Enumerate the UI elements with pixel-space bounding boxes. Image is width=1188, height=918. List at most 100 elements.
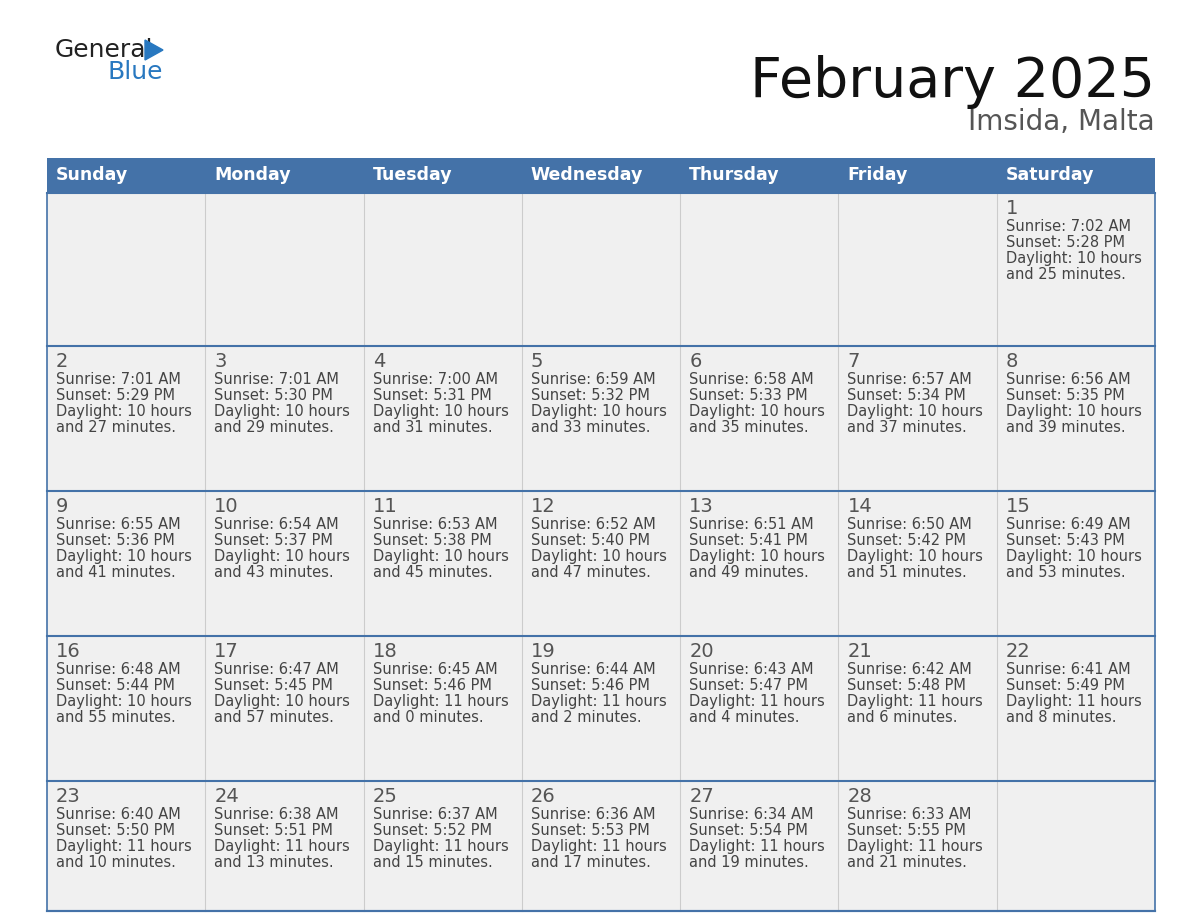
- Text: Sunset: 5:55 PM: Sunset: 5:55 PM: [847, 823, 966, 838]
- Text: Daylight: 11 hours: Daylight: 11 hours: [689, 694, 824, 709]
- Text: Sunrise: 6:50 AM: Sunrise: 6:50 AM: [847, 517, 972, 532]
- Text: and 25 minutes.: and 25 minutes.: [1006, 267, 1125, 282]
- Text: Sunset: 5:41 PM: Sunset: 5:41 PM: [689, 533, 808, 548]
- Text: Saturday: Saturday: [1006, 166, 1094, 185]
- Bar: [997, 158, 1155, 193]
- Text: Wednesday: Wednesday: [531, 166, 643, 185]
- Text: and 17 minutes.: and 17 minutes.: [531, 855, 651, 870]
- Text: Sunset: 5:47 PM: Sunset: 5:47 PM: [689, 678, 808, 693]
- Bar: [48, 636, 1155, 781]
- Text: Daylight: 10 hours: Daylight: 10 hours: [214, 694, 350, 709]
- Text: and 15 minutes.: and 15 minutes.: [373, 855, 492, 870]
- Text: Sunrise: 6:57 AM: Sunrise: 6:57 AM: [847, 372, 972, 387]
- Text: 2: 2: [56, 352, 69, 371]
- Text: Sunset: 5:37 PM: Sunset: 5:37 PM: [214, 533, 333, 548]
- Text: Sunrise: 7:01 AM: Sunrise: 7:01 AM: [56, 372, 181, 387]
- Text: Monday: Monday: [214, 166, 291, 185]
- Text: Sunrise: 6:45 AM: Sunrise: 6:45 AM: [373, 662, 498, 677]
- Text: Sunset: 5:35 PM: Sunset: 5:35 PM: [1006, 388, 1125, 403]
- Text: and 10 minutes.: and 10 minutes.: [56, 855, 176, 870]
- Text: 20: 20: [689, 642, 714, 661]
- Bar: [364, 158, 522, 193]
- Text: and 19 minutes.: and 19 minutes.: [689, 855, 809, 870]
- Bar: [48, 346, 1155, 491]
- Text: 22: 22: [1006, 642, 1030, 661]
- Text: 4: 4: [373, 352, 385, 371]
- Text: Sunset: 5:30 PM: Sunset: 5:30 PM: [214, 388, 333, 403]
- Text: Daylight: 10 hours: Daylight: 10 hours: [214, 404, 350, 419]
- Text: and 13 minutes.: and 13 minutes.: [214, 855, 334, 870]
- Text: and 0 minutes.: and 0 minutes.: [373, 710, 484, 725]
- Text: Sunset: 5:49 PM: Sunset: 5:49 PM: [1006, 678, 1125, 693]
- Text: Daylight: 10 hours: Daylight: 10 hours: [847, 404, 984, 419]
- Text: 9: 9: [56, 497, 69, 516]
- Text: 26: 26: [531, 787, 556, 806]
- Text: Sunrise: 7:02 AM: Sunrise: 7:02 AM: [1006, 219, 1131, 234]
- Text: Daylight: 11 hours: Daylight: 11 hours: [531, 839, 666, 854]
- Text: Sunset: 5:31 PM: Sunset: 5:31 PM: [373, 388, 492, 403]
- Text: Sunrise: 6:53 AM: Sunrise: 6:53 AM: [373, 517, 497, 532]
- Text: February 2025: February 2025: [750, 55, 1155, 109]
- Text: Sunset: 5:44 PM: Sunset: 5:44 PM: [56, 678, 175, 693]
- Text: Sunrise: 6:51 AM: Sunrise: 6:51 AM: [689, 517, 814, 532]
- Text: and 53 minutes.: and 53 minutes.: [1006, 565, 1125, 580]
- Text: Sunday: Sunday: [56, 166, 128, 185]
- Text: Sunrise: 6:36 AM: Sunrise: 6:36 AM: [531, 807, 656, 822]
- Text: and 4 minutes.: and 4 minutes.: [689, 710, 800, 725]
- Text: Daylight: 11 hours: Daylight: 11 hours: [56, 839, 191, 854]
- Text: Daylight: 10 hours: Daylight: 10 hours: [56, 404, 192, 419]
- Text: Sunset: 5:46 PM: Sunset: 5:46 PM: [373, 678, 492, 693]
- Bar: [48, 781, 1155, 911]
- Text: General: General: [55, 38, 153, 62]
- Text: Sunrise: 6:54 AM: Sunrise: 6:54 AM: [214, 517, 339, 532]
- Text: and 27 minutes.: and 27 minutes.: [56, 420, 176, 435]
- Text: and 55 minutes.: and 55 minutes.: [56, 710, 176, 725]
- Text: and 57 minutes.: and 57 minutes.: [214, 710, 334, 725]
- Text: Daylight: 10 hours: Daylight: 10 hours: [531, 549, 666, 564]
- Text: Daylight: 11 hours: Daylight: 11 hours: [847, 839, 984, 854]
- Text: Sunrise: 6:38 AM: Sunrise: 6:38 AM: [214, 807, 339, 822]
- Text: Daylight: 11 hours: Daylight: 11 hours: [847, 694, 984, 709]
- Text: Daylight: 10 hours: Daylight: 10 hours: [373, 404, 508, 419]
- Text: Sunrise: 6:47 AM: Sunrise: 6:47 AM: [214, 662, 339, 677]
- Text: 17: 17: [214, 642, 239, 661]
- Text: Friday: Friday: [847, 166, 908, 185]
- Text: 5: 5: [531, 352, 543, 371]
- Text: Sunrise: 7:00 AM: Sunrise: 7:00 AM: [373, 372, 498, 387]
- Bar: [839, 158, 997, 193]
- Text: Sunset: 5:28 PM: Sunset: 5:28 PM: [1006, 235, 1125, 250]
- Text: Sunset: 5:36 PM: Sunset: 5:36 PM: [56, 533, 175, 548]
- Text: Sunset: 5:43 PM: Sunset: 5:43 PM: [1006, 533, 1125, 548]
- Text: and 43 minutes.: and 43 minutes.: [214, 565, 334, 580]
- Text: 14: 14: [847, 497, 872, 516]
- Text: and 2 minutes.: and 2 minutes.: [531, 710, 642, 725]
- Text: 1: 1: [1006, 199, 1018, 218]
- Text: Daylight: 10 hours: Daylight: 10 hours: [531, 404, 666, 419]
- Text: and 37 minutes.: and 37 minutes.: [847, 420, 967, 435]
- Text: 8: 8: [1006, 352, 1018, 371]
- Text: and 35 minutes.: and 35 minutes.: [689, 420, 809, 435]
- Text: Daylight: 11 hours: Daylight: 11 hours: [373, 839, 508, 854]
- Text: Sunset: 5:50 PM: Sunset: 5:50 PM: [56, 823, 175, 838]
- Text: Sunrise: 6:33 AM: Sunrise: 6:33 AM: [847, 807, 972, 822]
- Text: Sunrise: 6:55 AM: Sunrise: 6:55 AM: [56, 517, 181, 532]
- Text: 11: 11: [373, 497, 397, 516]
- Text: and 29 minutes.: and 29 minutes.: [214, 420, 334, 435]
- Text: and 45 minutes.: and 45 minutes.: [373, 565, 492, 580]
- Text: 19: 19: [531, 642, 556, 661]
- Text: Sunrise: 6:41 AM: Sunrise: 6:41 AM: [1006, 662, 1130, 677]
- Text: and 8 minutes.: and 8 minutes.: [1006, 710, 1117, 725]
- Text: Sunrise: 6:34 AM: Sunrise: 6:34 AM: [689, 807, 814, 822]
- Text: Daylight: 10 hours: Daylight: 10 hours: [1006, 549, 1142, 564]
- Text: Sunset: 5:45 PM: Sunset: 5:45 PM: [214, 678, 333, 693]
- Text: 18: 18: [373, 642, 397, 661]
- Text: 13: 13: [689, 497, 714, 516]
- Text: Thursday: Thursday: [689, 166, 779, 185]
- Text: 10: 10: [214, 497, 239, 516]
- Bar: [48, 491, 1155, 636]
- Bar: [681, 158, 839, 193]
- Text: 28: 28: [847, 787, 872, 806]
- Text: 7: 7: [847, 352, 860, 371]
- Text: 21: 21: [847, 642, 872, 661]
- Text: Daylight: 10 hours: Daylight: 10 hours: [1006, 404, 1142, 419]
